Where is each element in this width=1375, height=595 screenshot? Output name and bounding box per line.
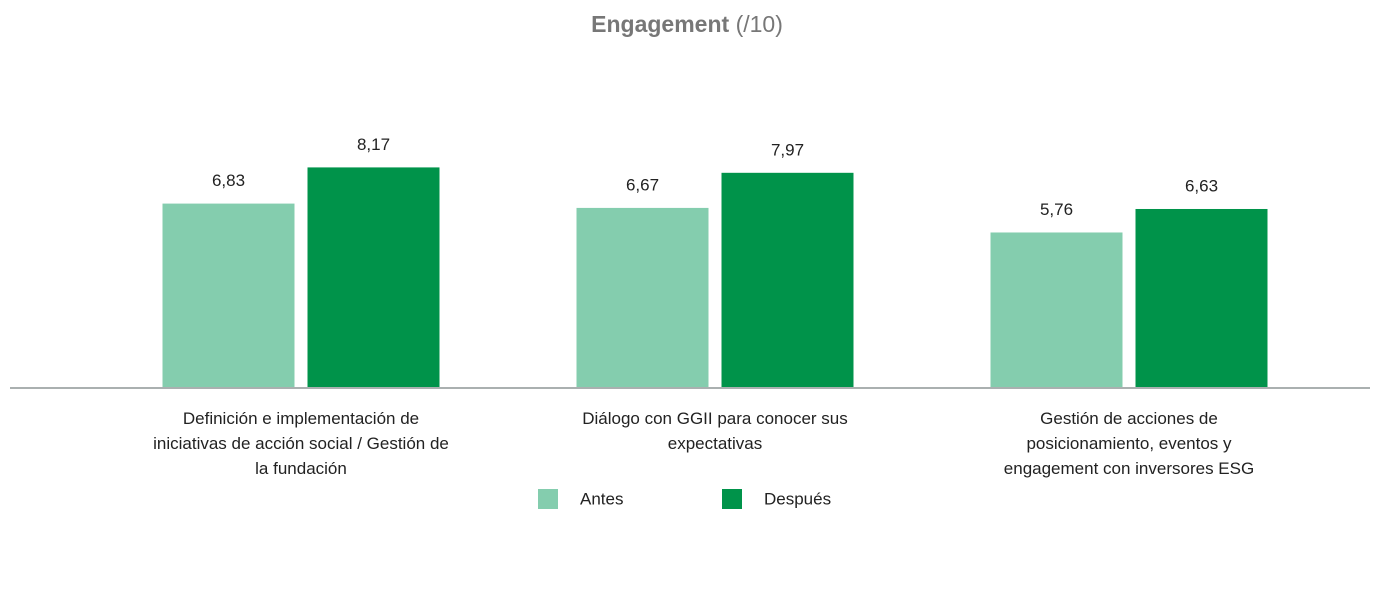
chart-title: Engagement (/10) <box>591 11 783 37</box>
x-tick-label: Definición e implementación de iniciativ… <box>153 409 449 478</box>
bar <box>990 232 1123 388</box>
bar <box>721 172 854 388</box>
value-label: 6,67 <box>626 175 659 194</box>
value-label: 8,17 <box>357 135 390 154</box>
legend-swatch <box>538 489 558 509</box>
value-label: 6,83 <box>212 171 245 190</box>
title-unit: (/10) <box>736 11 783 37</box>
title-main: Engagement <box>591 11 729 37</box>
value-label: 7,97 <box>771 140 804 159</box>
x-tick-label: Diálogo con GGII para conocer sus expect… <box>582 409 848 453</box>
bar <box>162 203 295 388</box>
value-label: 5,76 <box>1040 200 1073 219</box>
x-tick-label: Gestión de acciones de posicionamiento, … <box>1003 409 1255 478</box>
bar <box>576 207 709 388</box>
legend-swatch <box>722 489 742 509</box>
legend-label: Antes <box>580 489 623 508</box>
bar <box>1135 208 1268 388</box>
bar <box>307 167 440 388</box>
legend-label: Después <box>764 489 831 508</box>
value-label: 6,63 <box>1185 176 1218 195</box>
